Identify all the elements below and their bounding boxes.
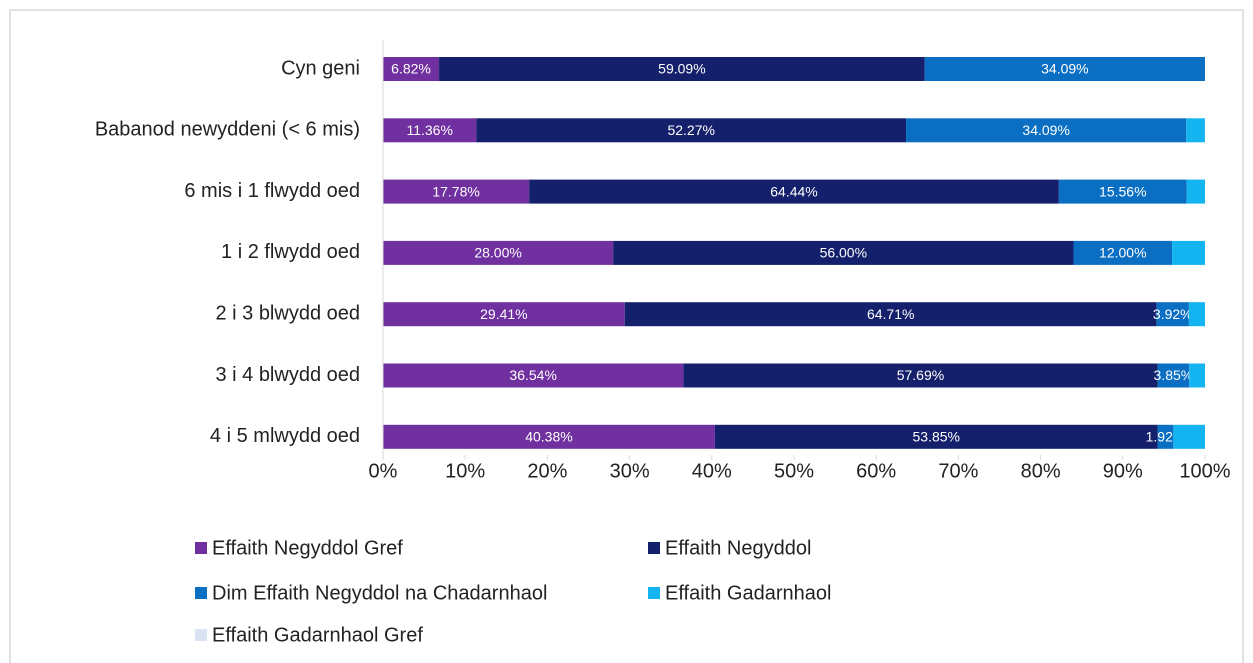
bar-segment (1156, 302, 1189, 327)
x-tick-label: 20% (527, 460, 567, 482)
category-label: Cyn geni (281, 57, 360, 79)
category-label: 6 mis i 1 flwydd oed (184, 180, 360, 202)
category-label: 4 i 5 mlwydd oed (210, 425, 360, 447)
bar-segment (906, 118, 1187, 143)
bar-segment (1058, 179, 1187, 204)
value-label: 64.44% (770, 183, 817, 199)
legend-label: Effaith Negyddol (665, 537, 811, 559)
x-tick-label: 80% (1021, 460, 1061, 482)
bar-segment (613, 240, 1074, 265)
value-label: 53.85% (913, 429, 960, 445)
category-label: 3 i 4 blwydd oed (215, 364, 360, 386)
bar-segment (624, 302, 1157, 327)
bar-segment (1186, 179, 1205, 204)
legend-swatch (648, 542, 660, 554)
legend-swatch (195, 542, 207, 554)
bar-segment (476, 118, 907, 143)
bar-segment (683, 363, 1158, 388)
bar-segment (383, 240, 614, 265)
x-tick-label: 10% (445, 460, 485, 482)
bar-segment (714, 424, 1158, 449)
value-label: 11.36% (406, 122, 452, 138)
bar-segment (1189, 363, 1205, 388)
bar-segment (439, 57, 925, 81)
legend-label: Effaith Gadarnhaol (665, 582, 831, 604)
category-label: 1 i 2 flwydd oed (221, 241, 360, 263)
bar-segment (383, 363, 684, 388)
value-label: 40.38% (525, 429, 572, 445)
x-tick-label: 0% (369, 460, 398, 482)
value-label: 34.09% (1022, 122, 1069, 138)
value-label: 3.92% (1153, 306, 1193, 322)
x-tick-label: 40% (692, 460, 732, 482)
value-label: 57.69% (897, 367, 944, 383)
value-label: 3.85% (1154, 367, 1194, 383)
value-label: 56.00% (820, 245, 867, 261)
bar-segment (383, 424, 715, 449)
bar-segment (1172, 240, 1205, 265)
bar-segment (383, 118, 477, 143)
value-label: 15.56% (1099, 183, 1146, 199)
x-tick-label: 60% (856, 460, 896, 482)
legend-swatch (648, 587, 660, 599)
bar-segment (383, 57, 440, 81)
bar-segment (1157, 363, 1190, 388)
bar-segment (383, 179, 530, 204)
bar-segment (924, 57, 1205, 81)
chart-border (9, 9, 1244, 663)
value-label: 64.71% (867, 306, 914, 322)
bar-segment (1188, 302, 1205, 327)
x-tick-label: 70% (938, 460, 978, 482)
legend-label: Effaith Gadarnhaol Gref (212, 624, 423, 646)
value-label: 28.00% (474, 245, 521, 261)
bar-segment (383, 302, 625, 327)
x-tick-label: 50% (774, 460, 814, 482)
x-tick-label: 30% (610, 460, 650, 482)
legend-swatch (195, 587, 207, 599)
legend-label: Dim Effaith Negyddol na Chadarnhaol (212, 582, 547, 604)
value-label: 59.09% (658, 61, 705, 77)
category-label: Babanod newyddeni (< 6 mis) (95, 119, 360, 141)
value-label: 6.82% (391, 61, 431, 77)
bar-segment (1173, 424, 1205, 449)
x-tick-label: 100% (1179, 460, 1230, 482)
value-label: 52.27% (667, 122, 714, 138)
bar-segment (1186, 118, 1205, 143)
value-label: 34.09% (1041, 61, 1088, 77)
bar-segment (1157, 424, 1174, 449)
category-label: 2 i 3 blwydd oed (215, 302, 360, 324)
value-label: 36.54% (509, 367, 556, 383)
bar-segment (529, 179, 1059, 204)
x-tick-label: 90% (1103, 460, 1143, 482)
bar-segment (1073, 240, 1173, 265)
legend-label: Effaith Negyddol Gref (212, 537, 403, 559)
value-label: 29.41% (480, 306, 527, 322)
legend-swatch (195, 629, 207, 641)
value-label: 17.78% (432, 183, 479, 199)
value-label: 12.00% (1099, 245, 1146, 261)
